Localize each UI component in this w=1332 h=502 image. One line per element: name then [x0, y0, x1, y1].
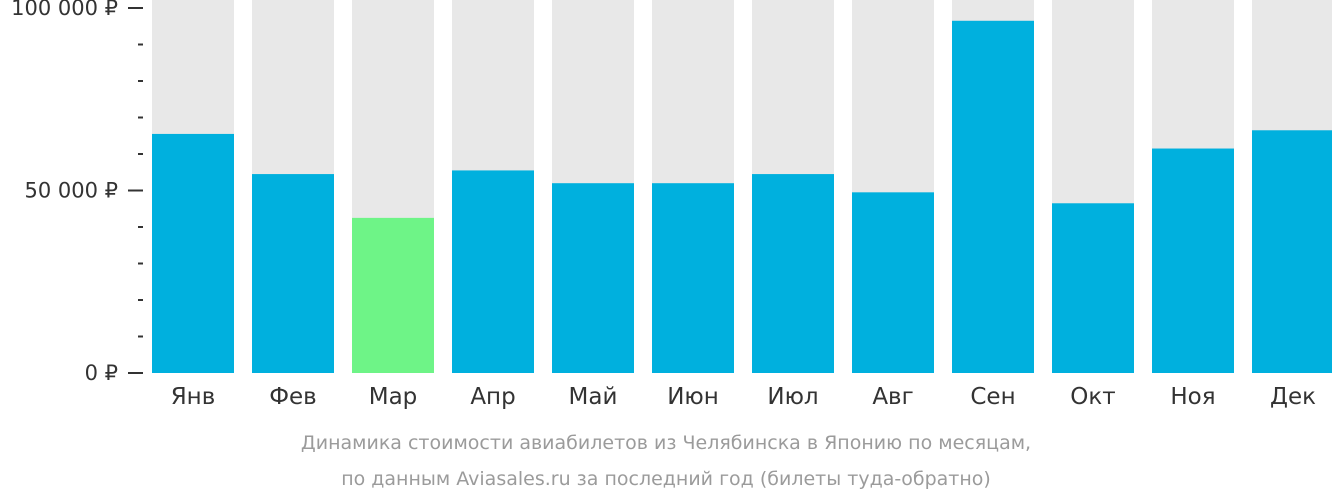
x-category-label: Апр: [470, 384, 515, 410]
x-category-label: Июл: [767, 384, 818, 410]
bar-Июл[interactable]: [752, 174, 834, 373]
y-tick-label: 100 000 ₽: [11, 0, 118, 20]
bars: [152, 20, 1332, 374]
x-category-label: Сен: [970, 384, 1015, 410]
bar-Окт[interactable]: [1052, 203, 1134, 373]
y-tick-label: 50 000 ₽: [24, 179, 118, 203]
x-axis-labels: Янв Фев Мар Апр Май Июн Июл Авг Сен Окт Ноя Дек: [171, 384, 1316, 410]
x-category-label: Июн: [667, 384, 719, 410]
bar-Мар[interactable]: [352, 217, 434, 373]
x-category-label: Янв: [171, 384, 216, 410]
x-category-label: Май: [569, 384, 618, 410]
bar-Июн[interactable]: [652, 183, 734, 373]
bar-Апр[interactable]: [452, 170, 534, 373]
y-axis: 0 ₽ 50 000 ₽ 100 000 ₽: [11, 0, 143, 385]
x-category-label: Окт: [1070, 384, 1115, 410]
y-tick-label: 0 ₽: [85, 361, 118, 385]
bar-Май[interactable]: [552, 183, 634, 373]
x-category-label: Авг: [872, 384, 913, 410]
bar-Авг[interactable]: [852, 192, 934, 373]
x-category-label: Фев: [269, 384, 317, 410]
bar-Фев[interactable]: [252, 174, 334, 373]
chart-caption-line-1: Динамика стоимости авиабилетов из Челяби…: [300, 432, 1032, 454]
chart-caption-line-2: по данным Aviasales.ru за последний год …: [341, 468, 991, 490]
bar-Дек[interactable]: [1252, 130, 1332, 373]
x-category-label: Дек: [1270, 384, 1316, 410]
x-category-label: Мар: [369, 384, 418, 410]
bar-Сен[interactable]: [952, 20, 1034, 374]
bar-Янв[interactable]: [152, 133, 234, 373]
x-category-label: Ноя: [1170, 384, 1215, 410]
bar-Ноя[interactable]: [1152, 148, 1234, 373]
